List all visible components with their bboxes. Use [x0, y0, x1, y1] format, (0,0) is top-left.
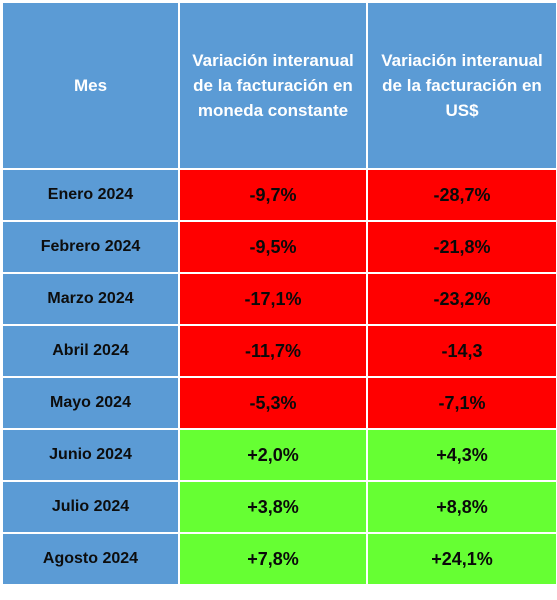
row-usd-cell: -7,1% — [366, 376, 557, 430]
header-usd-label: Variación interanual de la facturación e… — [381, 51, 543, 120]
row-usd-cell: -23,2% — [366, 272, 557, 326]
table-row: Junio 2024 +2,0% +4,3% — [1, 428, 557, 482]
row-month-cell: Mayo 2024 — [1, 376, 180, 430]
table-row: Marzo 2024 -17,1% -23,2% — [1, 272, 557, 326]
billing-variation-table: Mes Variación interanual de la facturaci… — [1, 1, 557, 586]
header-row: Mes Variación interanual de la facturaci… — [1, 1, 557, 170]
row-usd-cell: -28,7% — [366, 168, 557, 222]
row-month-cell: Junio 2024 — [1, 428, 180, 482]
table-row: Abril 2024 -11,7% -14,3 — [1, 324, 557, 378]
table-row: Mayo 2024 -5,3% -7,1% — [1, 376, 557, 430]
table-body: Enero 2024 -9,7% -28,7% Febrero 2024 -9,… — [1, 168, 557, 586]
row-constant-cell: -11,7% — [178, 324, 368, 378]
row-usd-cell: +8,8% — [366, 480, 557, 534]
header-usd: Variación interanual de la facturación e… — [366, 1, 557, 170]
row-constant-cell: +2,0% — [178, 428, 368, 482]
row-month-cell: Febrero 2024 — [1, 220, 180, 274]
row-constant-cell: -17,1% — [178, 272, 368, 326]
table-row: Agosto 2024 +7,8% +24,1% — [1, 532, 557, 586]
row-constant-cell: -9,7% — [178, 168, 368, 222]
row-month-cell: Julio 2024 — [1, 480, 180, 534]
row-month-cell: Marzo 2024 — [1, 272, 180, 326]
table-row: Julio 2024 +3,8% +8,8% — [1, 480, 557, 534]
row-constant-cell: +7,8% — [178, 532, 368, 586]
row-constant-cell: -5,3% — [178, 376, 368, 430]
row-usd-cell: +24,1% — [366, 532, 557, 586]
header-month-label: Mes — [73, 76, 108, 95]
row-month-cell: Enero 2024 — [1, 168, 180, 222]
table-row: Enero 2024 -9,7% -28,7% — [1, 168, 557, 222]
row-usd-cell: -21,8% — [366, 220, 557, 274]
row-constant-cell: -9,5% — [178, 220, 368, 274]
header-constant-currency-label: Variación interanual de la facturación e… — [192, 51, 354, 120]
header-month: Mes — [1, 1, 180, 170]
row-month-cell: Agosto 2024 — [1, 532, 180, 586]
row-usd-cell: +4,3% — [366, 428, 557, 482]
table-row: Febrero 2024 -9,5% -21,8% — [1, 220, 557, 274]
row-constant-cell: +3,8% — [178, 480, 368, 534]
row-month-cell: Abril 2024 — [1, 324, 180, 378]
row-usd-cell: -14,3 — [366, 324, 557, 378]
header-constant-currency: Variación interanual de la facturación e… — [178, 1, 368, 170]
